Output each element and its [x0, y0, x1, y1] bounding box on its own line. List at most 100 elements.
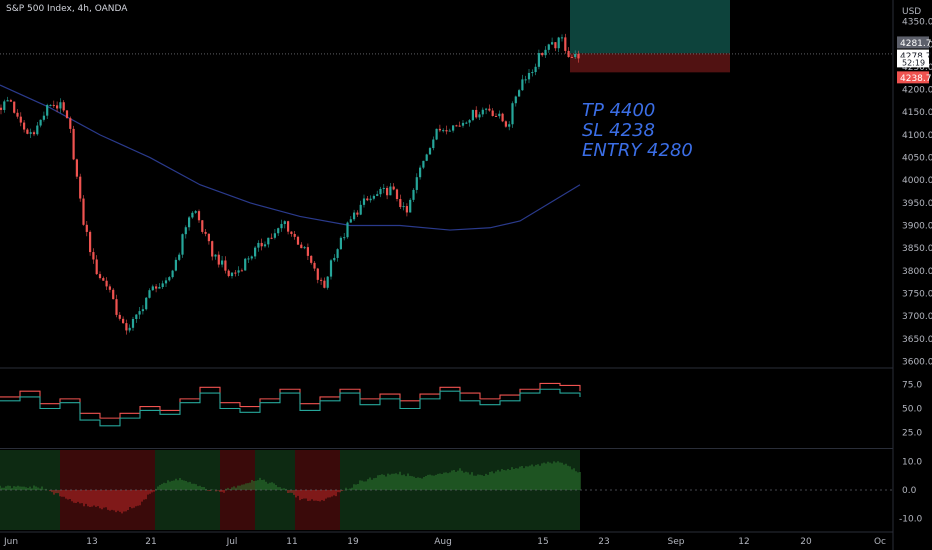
candle [326, 276, 329, 290]
candle [112, 288, 115, 300]
candle [36, 122, 39, 136]
candle-body [491, 110, 494, 116]
candle-body [329, 260, 333, 277]
candle-body [194, 211, 197, 213]
time-tick-label: Jun [3, 537, 18, 547]
oscillator-tick-label: 25.0 [902, 429, 922, 439]
candle [359, 200, 362, 216]
candle-body [85, 224, 88, 232]
price-tick-label: 3950.0 [902, 199, 932, 209]
candle-body [227, 270, 230, 277]
candle-body [346, 222, 349, 238]
candle [89, 230, 92, 256]
candle [293, 230, 296, 240]
price-tick-label: 3650.0 [902, 335, 932, 345]
candle-body [237, 270, 240, 273]
candle-body [300, 244, 303, 249]
price-tick-label: 3600.0 [902, 357, 932, 367]
candle [336, 248, 339, 262]
candle-body [138, 311, 141, 315]
candle-body [557, 37, 560, 49]
time-tick-label: 20 [800, 537, 812, 547]
candle [389, 183, 392, 196]
candle [201, 219, 204, 234]
candle-body [514, 96, 517, 104]
candle [257, 240, 260, 252]
candle-body [131, 319, 135, 328]
candle-body [122, 318, 125, 324]
candle-body [36, 125, 39, 135]
candle-body [168, 277, 171, 281]
candle-body [551, 42, 554, 45]
candle [356, 210, 359, 218]
candle-body [23, 122, 26, 130]
candle-body [455, 125, 458, 127]
candle [174, 257, 177, 272]
candle [151, 284, 154, 291]
candle [3, 99, 6, 113]
candle-body [501, 113, 504, 122]
candle-body [105, 280, 108, 287]
candle [574, 50, 577, 60]
candle [118, 312, 121, 321]
candle [537, 49, 540, 70]
candle-body [471, 109, 474, 121]
candle [204, 229, 207, 237]
candle [570, 54, 573, 59]
candle [155, 284, 158, 293]
candle [62, 100, 65, 113]
candle-body [577, 53, 580, 59]
candle-body [560, 37, 564, 39]
candle-body [392, 186, 395, 190]
candle [26, 128, 29, 135]
candle [267, 237, 270, 248]
candle-body [39, 119, 42, 126]
candle-body [263, 244, 267, 247]
candle-body [273, 233, 276, 238]
candle-body [267, 237, 270, 245]
candle [455, 124, 458, 127]
candle-body [323, 280, 326, 288]
candle-body [75, 159, 78, 177]
candle [244, 257, 247, 271]
candle [435, 128, 438, 141]
candle-body [108, 286, 111, 290]
candle [445, 125, 448, 135]
candle [290, 231, 293, 237]
candle [102, 276, 105, 281]
candle [69, 116, 72, 133]
candle [438, 124, 441, 133]
time-tick-label: 23 [598, 537, 609, 547]
candle-body [438, 128, 441, 131]
candle [511, 101, 514, 128]
candle [402, 202, 405, 211]
axes: 4350.04300.04250.04200.04150.04100.04050… [3, 18, 932, 547]
candle [211, 240, 214, 261]
candle [184, 225, 187, 239]
candle-body [49, 104, 52, 106]
candle-body [402, 206, 405, 208]
candle [148, 288, 151, 299]
candle [554, 42, 557, 52]
candle [98, 271, 102, 280]
candle-body [260, 242, 263, 247]
price-tick-label: 4250.0 [902, 63, 932, 73]
candle [49, 104, 52, 107]
price-tick-label: 4350.0 [902, 18, 932, 28]
candle [16, 109, 19, 119]
candle [412, 188, 415, 202]
candle [478, 111, 481, 121]
oscillator-line-green [0, 388, 581, 427]
candle-body [475, 109, 478, 118]
price-tick-label: 4200.0 [902, 86, 932, 96]
last-price-label-bg [897, 36, 929, 49]
candle [237, 266, 240, 277]
candle-body [296, 236, 300, 245]
candle-body [211, 241, 214, 257]
candle [518, 88, 521, 97]
time-tick-label: 12 [738, 537, 749, 547]
panes [0, 0, 894, 550]
candle-body [89, 231, 92, 253]
candle [240, 268, 243, 272]
